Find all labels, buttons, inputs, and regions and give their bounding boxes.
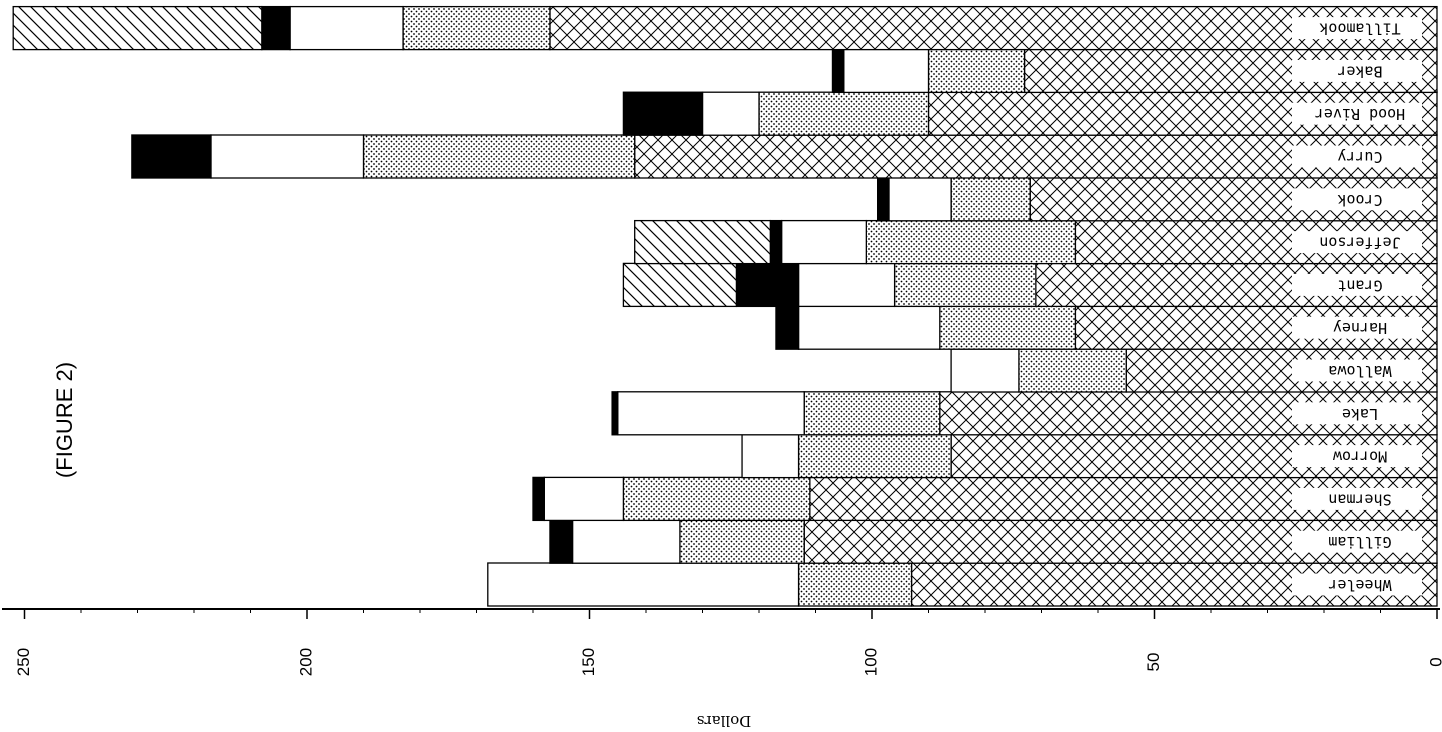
bar-segment-grant-black [735,262,800,308]
category-label-bg [1292,145,1422,168]
bar-segment-sherman-white [543,476,625,522]
category-label-bg [1292,487,1422,510]
bar-segment-grant-white [797,262,896,308]
bar-segment-tillamook-dots [402,5,551,51]
bar-segment-harney-white [797,305,941,350]
category-label-bg [1292,316,1422,339]
bar-segment-lake-black [611,391,619,436]
bar-segment-sherman-dots [622,476,811,522]
bar-segment-tillamook-white [289,5,404,51]
bar-segment-baker-black [831,48,845,94]
bar-segment-wallowa-dots [1018,348,1127,393]
bar-segment-lake-dots [803,391,941,436]
category-label: Curry [1337,148,1382,166]
category-label: Crook [1337,191,1382,209]
bar-segment-wheeler-dots [797,562,913,607]
category-label-bg [1292,273,1422,296]
bar-segment-curry-dots [362,134,636,179]
bar-segment-baker-dots [927,48,1026,94]
category-label: Grant [1337,276,1382,294]
bar-segment-jefferson-dots [865,219,1077,265]
bar-segment-morrow-dots [797,433,952,479]
category-label: Hood River [1315,105,1405,123]
category-label: Gilliam [1328,533,1391,551]
category-label: Lake [1342,405,1378,423]
bar-segment-crook-dots [950,177,1031,222]
bar-segment-harney-dots [939,305,1077,350]
bar-segment-wheeler-white [487,562,800,607]
category-label-bg [1292,59,1422,82]
bar-segment-gilliam-dots [679,519,805,564]
bar-segment-wallowa-white [950,348,1020,393]
bar-segment-baker-white [843,48,930,94]
x-tick-label: 250 [14,648,33,676]
category-label-bg [1292,231,1422,254]
x-axis: 250 200 150 100 50 0 [2,608,1442,676]
bar-segment-gilliam-white [571,519,681,564]
x-tick-label: 0 [1426,657,1442,666]
bar-segment-jefferson-white [780,219,867,265]
bar-segment-tillamook-black [261,5,291,51]
bar-segment-tillamook-diagonal [12,5,263,51]
category-label: Wallowa [1328,362,1391,380]
bars-layer [12,5,1438,607]
bar-segment-curry-white [210,134,365,179]
bar-segment-lake-white [617,391,805,436]
bar-segment-gilliam-black [549,519,574,564]
bar-segment-grant-dots [893,262,1037,308]
bar-segment-harney-black [775,305,800,350]
category-label-bg [1292,530,1422,553]
category-label-bg [1292,102,1422,125]
category-label-bg [1292,359,1422,382]
bar-segment-hood-river-dots [758,91,930,136]
category-label: Jefferson [1319,234,1400,252]
bar-segment-tillamook-crosshatch [549,5,1438,51]
x-tick-label: 200 [296,648,315,676]
bar-segment-grant-diagonal [622,262,738,308]
category-label: Baker [1337,62,1382,80]
category-label: Sherman [1328,490,1391,508]
bar-segment-jefferson-diagonal [634,219,771,265]
bar-segment-crook-white [888,177,952,222]
x-axis-title: Dollars [697,712,751,730]
bar-segment-crook-black [877,177,890,222]
bar-segment-hood-river-white [701,91,760,136]
category-label: Morrow [1332,448,1387,466]
category-label: Tillamook [1319,20,1400,38]
category-label-bg [1292,17,1422,40]
category-labels: Wheeler Gilliam Sherman Morrow Lake Wallowa Ha… [1292,17,1422,596]
category-label: Wheeler [1328,576,1391,594]
bar-segment-curry-black [131,134,212,179]
x-tick-label: 150 [579,648,598,676]
category-label-bg [1292,445,1422,468]
x-tick-label: 100 [861,648,880,676]
category-label-bg [1292,188,1422,211]
category-label: Harney [1333,319,1387,337]
bar-segment-jefferson-black [769,219,783,265]
bar-segment-hood-river-black [622,91,704,136]
x-tick-label: 50 [1144,653,1163,672]
bar-segment-sherman-black [532,476,545,522]
category-label-bg [1292,573,1422,596]
bar-segment-morrow-white [741,433,800,479]
figure-label: (FIGURE 2) [52,362,77,478]
category-label-bg [1292,402,1422,425]
